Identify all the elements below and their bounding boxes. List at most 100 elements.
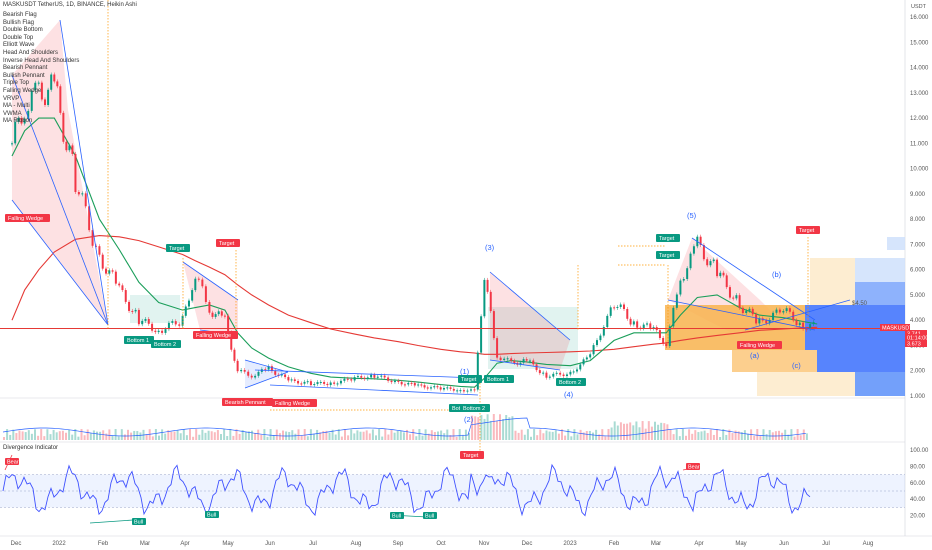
volume-bar [427, 433, 430, 440]
volume-bar [226, 436, 229, 440]
candle-body [548, 376, 551, 378]
volume-bar [477, 417, 480, 440]
candle-body [339, 380, 342, 384]
pattern-label [124, 336, 154, 344]
volume-bar [52, 429, 55, 440]
volume-bar [300, 435, 303, 440]
volume-bar [282, 430, 284, 440]
candle-body [417, 384, 420, 386]
candle-body [77, 192, 80, 195]
price-tick-label: 13.000 [910, 91, 929, 97]
volume-bar [784, 429, 787, 440]
falling-wedge-area [490, 272, 570, 370]
indicator-list-item[interactable]: Head And Shoulders [3, 49, 59, 56]
price-tick-label: 1.000 [910, 394, 926, 400]
pattern-label [151, 340, 181, 348]
volume-bar [80, 429, 83, 440]
candle-body [483, 279, 486, 317]
candle-body [181, 315, 184, 326]
volume-bar [542, 433, 545, 440]
price-tick-label: 12.000 [910, 116, 929, 122]
candle-body [217, 311, 220, 315]
pattern-label [737, 341, 782, 349]
volume-bar [399, 431, 402, 440]
divergence-label [686, 463, 700, 470]
candle-body [735, 295, 738, 299]
volume-bar [368, 433, 371, 440]
price-tick-label: 6.000 [910, 268, 926, 274]
volume-bar [275, 429, 278, 440]
indicator-list-item[interactable]: Bullish Pennant [3, 72, 45, 79]
candle-body [619, 304, 622, 307]
indicator-list-item[interactable]: MA - Multi [3, 103, 30, 110]
volume-bar [65, 432, 67, 440]
indicator-list-item[interactable]: VWMA [3, 110, 22, 117]
pattern-label-text: Target [659, 253, 675, 259]
candle-body [144, 319, 147, 321]
volume-bar [495, 421, 498, 440]
divergence-axis-label: 40.00 [910, 497, 926, 503]
candle-body [174, 321, 177, 325]
candle-body [555, 372, 558, 374]
indicator-list-item[interactable]: MA Ribbon [3, 118, 33, 125]
volume-bar [393, 432, 396, 440]
candle-body [250, 375, 253, 378]
price-tick-label: 16.000 [910, 15, 929, 21]
volume-bar [154, 429, 157, 440]
volume-bar [24, 432, 27, 440]
candle-body [124, 290, 127, 302]
volume-bar [306, 436, 309, 440]
price-tag-label: MASKUSDT [882, 326, 913, 332]
volume-bar [216, 430, 219, 440]
price-tag [905, 334, 927, 341]
volume-bar [195, 429, 198, 440]
volume-bar [344, 429, 346, 440]
indicator-list-item[interactable]: Falling Wedge [3, 87, 42, 94]
volume-bar [334, 434, 337, 440]
volume-bar [204, 432, 207, 440]
volume-bar [660, 422, 663, 440]
candle-body [772, 312, 775, 320]
indicator-list-item[interactable]: Double Bottom [3, 27, 43, 34]
candle-body [223, 315, 226, 317]
candle-body [208, 301, 211, 313]
volume-bar [71, 434, 74, 440]
volume-bar [384, 429, 387, 440]
indicator-list-item[interactable]: Inverse Head And Shoulders [3, 57, 80, 64]
volume-bar [508, 417, 511, 440]
volume-bar [173, 431, 176, 440]
pattern-label-text: Target [169, 246, 185, 252]
indicator-list-item[interactable]: Triple Top [3, 80, 30, 87]
price-tag [905, 340, 927, 347]
volume-bar [418, 429, 421, 440]
volume-bar [452, 429, 455, 440]
volume-bar [266, 436, 269, 440]
candle-body [243, 369, 246, 372]
indicator-list-item[interactable]: Bearish Flag [3, 12, 37, 18]
divergence-axis-label: 80.00 [910, 464, 926, 470]
indicator-list-item[interactable]: Double Top [3, 34, 34, 41]
volume-bar [381, 436, 384, 440]
falling-wedge-area [12, 20, 108, 325]
volume-bar [220, 434, 222, 440]
indicator-list-item[interactable]: Elliott Wave [3, 42, 35, 49]
indicator-list-item[interactable]: Bullish Flag [3, 19, 35, 26]
volume-bar [548, 431, 551, 440]
indicator-list-item[interactable]: Bearish Pennant [3, 65, 48, 72]
time-axis-label: Feb [609, 541, 620, 547]
candle-body [53, 74, 56, 82]
volume-bar [269, 429, 272, 440]
volume-profile-bar [817, 350, 905, 372]
candle-body [452, 388, 455, 391]
time-axis-label: Sep [393, 541, 404, 547]
volume-bar [778, 430, 780, 440]
candle-body [326, 383, 329, 386]
candle-body [171, 321, 174, 323]
volume-bar [756, 429, 759, 440]
volume-bar [378, 429, 381, 440]
candle-body [519, 362, 522, 365]
indicator-list-item[interactable]: VRVP [3, 95, 20, 102]
candle-body [609, 307, 612, 316]
price-tick-label: 5.000 [910, 293, 926, 299]
